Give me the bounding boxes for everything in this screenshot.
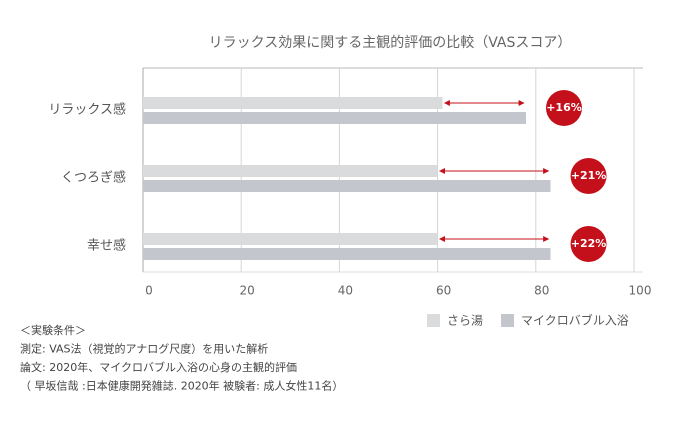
annotation: +16%	[546, 101, 582, 114]
bar	[143, 180, 551, 192]
annotation: +21%	[571, 169, 607, 182]
bar	[143, 248, 551, 260]
annotation-badge	[570, 226, 607, 262]
legend-swatch	[427, 314, 440, 327]
x-tick-label: 60	[436, 284, 451, 298]
y-tick-label: リラックス感	[48, 102, 126, 118]
y-tick-label: くつろぎ感	[61, 170, 126, 186]
bar	[143, 97, 443, 109]
bar	[143, 165, 438, 177]
x-tick-label: 40	[338, 284, 353, 298]
annotation-badge	[545, 90, 582, 126]
x-tick-label: 100	[629, 284, 652, 298]
annotation: +22%	[571, 237, 607, 250]
x-tick-label: 80	[534, 284, 549, 298]
bar	[143, 233, 438, 245]
chart-title: リラックス効果に関する主観的評価の比較（VASスコア）	[209, 34, 572, 51]
x-tick-label: 0	[145, 284, 153, 298]
note: ＜実験条件＞	[20, 323, 86, 337]
legend-label: マイクロバブル入浴	[521, 313, 629, 328]
note: （ 早坂信哉 :日本健康開発雑誌. 2020年 被験者: 成人女性11名）	[20, 379, 343, 393]
bar	[143, 112, 526, 124]
y-tick-label: 幸せ感	[87, 238, 126, 254]
note: 測定: VAS法（視覚的アナログ尺度）を用いた解析	[20, 342, 268, 356]
legend-swatch	[501, 314, 515, 327]
annotation-badge	[570, 158, 607, 194]
note: 論文: 2020年、マイクロバブル入浴の心身の主観的評価	[20, 360, 297, 374]
legend-label: さら湯	[447, 314, 483, 328]
x-tick-label: 20	[240, 284, 255, 298]
